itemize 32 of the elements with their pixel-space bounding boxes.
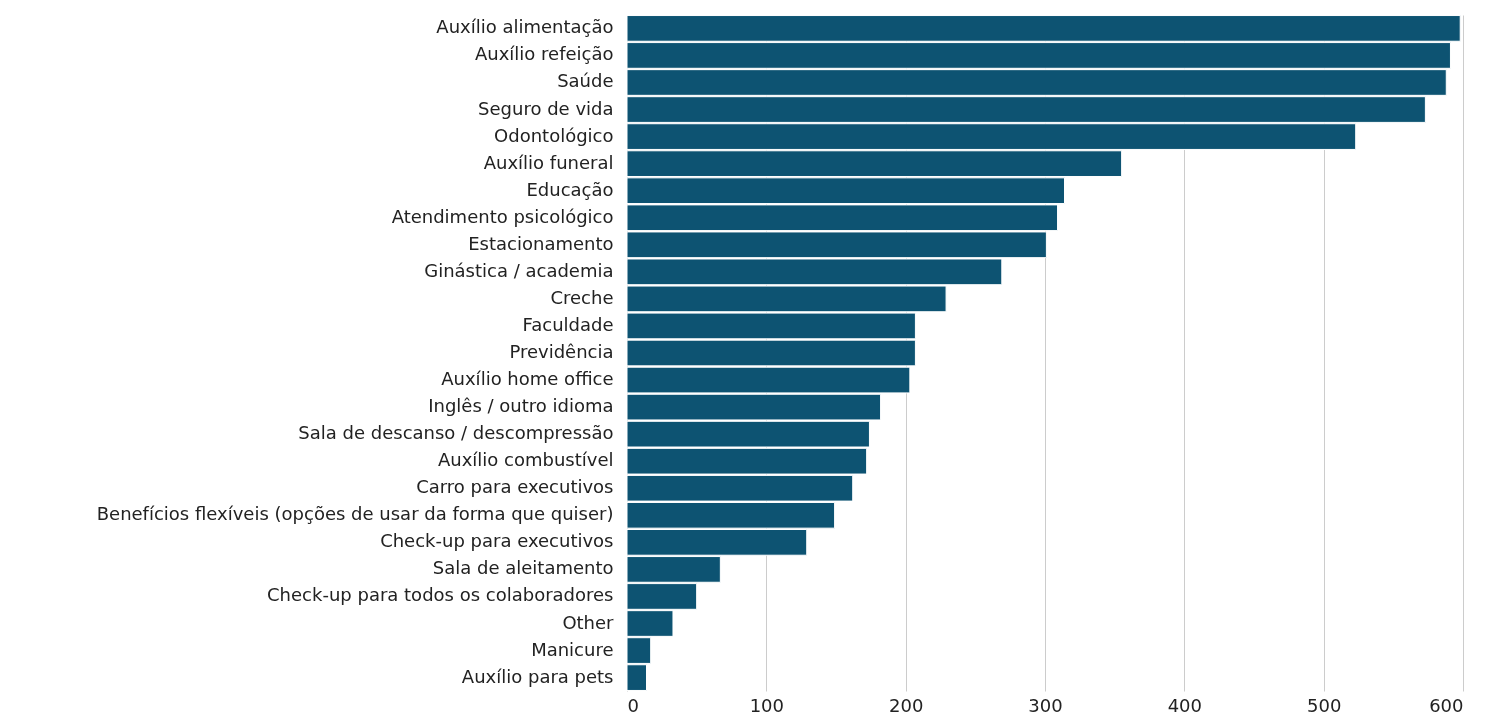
x-tick-label: 300 (1028, 694, 1063, 716)
y-tick-label: Carro para executivos (416, 476, 614, 498)
x-tick-label: 500 (1306, 694, 1342, 716)
y-tick-label: Inglês / outro idioma (428, 395, 614, 417)
y-tick-label: Check-up para executivos (380, 530, 614, 552)
y-tick-label: Educação (526, 178, 614, 200)
y-tick-label: Previdência (509, 341, 614, 362)
x-tick-label: 400 (1167, 694, 1203, 716)
y-tick-label: Benefícios flexíveis (opções de usar da forma que quiser) (96, 503, 614, 525)
y-tick-label: Seguro de vida (478, 97, 614, 119)
y-tick-label: Atendimento psicológico (391, 205, 614, 227)
x-tick-label: 0 (627, 694, 639, 716)
y-tick-label: Auxílio combustível (437, 449, 614, 471)
y-tick-label: Faculdade (522, 313, 614, 335)
y-tick-label: Saúde (557, 70, 614, 92)
y-tick-label: Odontológico (494, 124, 614, 146)
y-tick-label: Auxílio home office (441, 368, 614, 390)
y-tick-label: Ginástica / academia (424, 259, 614, 281)
y-tick-label: Other (562, 611, 615, 633)
y-tick-label: Auxílio refeição (474, 43, 614, 65)
y-tick-label: Manicure (531, 638, 614, 660)
y-tick-label: Auxílio funeral (483, 151, 614, 173)
y-tick-label: Creche (550, 286, 614, 308)
y-tick-label: Auxílio para pets (461, 665, 614, 687)
y-tick-label: Check-up para todos os colaboradores (267, 584, 614, 606)
x-tick-label: 200 (888, 694, 924, 716)
y-tick-label: Estacionamento (468, 232, 614, 254)
x-tick-label: 600 (1429, 694, 1464, 716)
y-tick-label: Sala de descanso / descompressão (298, 422, 614, 444)
y-tick-label: Auxílio alimentação (436, 16, 614, 38)
x-tick-label: 100 (749, 694, 785, 716)
y-tick-label: Sala de aleitamento (432, 557, 614, 579)
